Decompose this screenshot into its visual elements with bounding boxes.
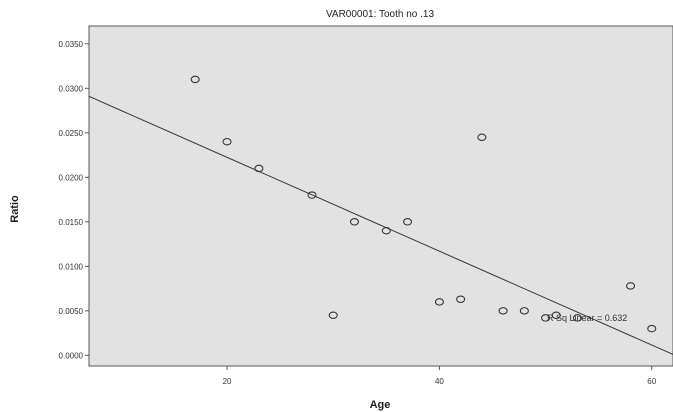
data-point bbox=[456, 295, 466, 303]
data-point bbox=[498, 307, 508, 315]
data-point bbox=[519, 307, 529, 315]
data-point bbox=[222, 137, 232, 146]
data-point bbox=[307, 191, 317, 199]
data-point bbox=[190, 75, 200, 84]
y-axis-label: Ratio bbox=[9, 195, 21, 223]
data-point bbox=[254, 164, 264, 173]
y-tick-label: 0.0250 bbox=[59, 129, 84, 138]
data-points bbox=[190, 75, 657, 333]
data-point bbox=[349, 218, 360, 226]
data-point bbox=[551, 311, 561, 320]
y-tick-label: 0.0300 bbox=[59, 84, 84, 93]
data-point bbox=[328, 311, 338, 320]
y-tick-label: 0.0350 bbox=[59, 40, 84, 49]
regression-line bbox=[88, 95, 673, 355]
data-point bbox=[541, 314, 551, 322]
y-tick-label: 0.0050 bbox=[59, 307, 84, 316]
x-axis-label: Age bbox=[370, 399, 391, 411]
plot-area bbox=[88, 25, 673, 367]
y-tick-label: 0.0100 bbox=[59, 262, 84, 271]
y-tick-label: 0.0200 bbox=[59, 173, 84, 182]
y-axis: 0.0000 0.0050 0.0100 0.0150 0.0200 0.0250 0.03… bbox=[59, 40, 89, 360]
fit-line-layer bbox=[88, 95, 673, 355]
x-tick-label: 40 bbox=[435, 377, 444, 386]
x-tick-label: 60 bbox=[647, 377, 656, 386]
x-tick-label: 20 bbox=[223, 377, 232, 386]
data-point bbox=[381, 226, 391, 235]
y-tick-label: 0.0000 bbox=[59, 351, 84, 360]
r-squared-annotation: R Sq Linear = 0.632 bbox=[547, 313, 627, 323]
chart-title: VAR00001: Tooth no .13 bbox=[326, 9, 434, 20]
data-point bbox=[477, 133, 487, 142]
data-point bbox=[572, 314, 582, 322]
x-axis: 20 40 60 bbox=[223, 366, 657, 386]
data-point bbox=[625, 282, 636, 290]
data-point bbox=[434, 298, 444, 306]
y-tick-label: 0.0150 bbox=[59, 218, 84, 227]
data-point bbox=[647, 324, 657, 333]
data-point bbox=[402, 218, 413, 226]
